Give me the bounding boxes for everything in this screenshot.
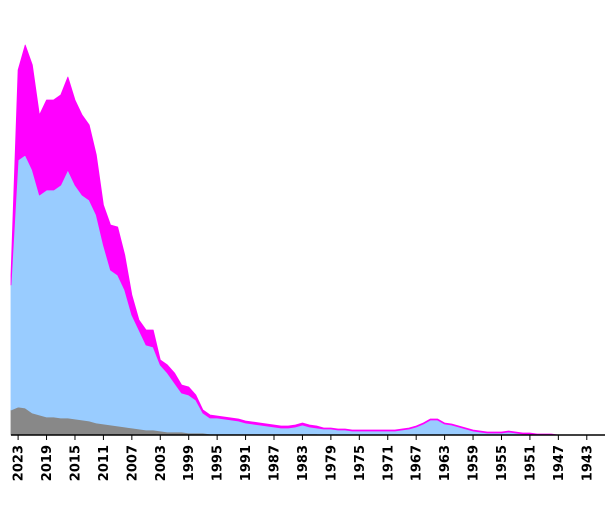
x-tick-label: 1987	[268, 445, 283, 481]
x-tick-label: 1947	[552, 445, 567, 481]
x-tick-label: 1959	[467, 445, 482, 481]
x-tick-label: 2011	[97, 445, 112, 481]
x-tick-label: 1991	[239, 445, 254, 481]
x-tick-label: 1955	[495, 445, 510, 481]
x-tick-label: 1967	[410, 445, 425, 481]
x-tick-label: 1975	[353, 445, 368, 481]
x-tick-label: 2003	[154, 445, 169, 481]
x-tick-label: 1951	[523, 445, 538, 481]
x-tick-label: 1995	[211, 445, 226, 481]
x-tick-label: 1999	[182, 445, 197, 481]
x-tick-label: 2007	[125, 445, 140, 481]
x-tick-label: 1963	[438, 445, 453, 481]
x-tick-label: 2019	[40, 445, 55, 481]
x-tick-label: 2015	[68, 445, 83, 481]
x-tick-label: 1943	[580, 445, 595, 481]
x-tick-label: 2023	[12, 445, 27, 481]
x-tick-label: 1971	[381, 445, 396, 481]
x-tick-label: 1983	[296, 445, 311, 481]
x-tick-label: 1979	[324, 445, 339, 481]
